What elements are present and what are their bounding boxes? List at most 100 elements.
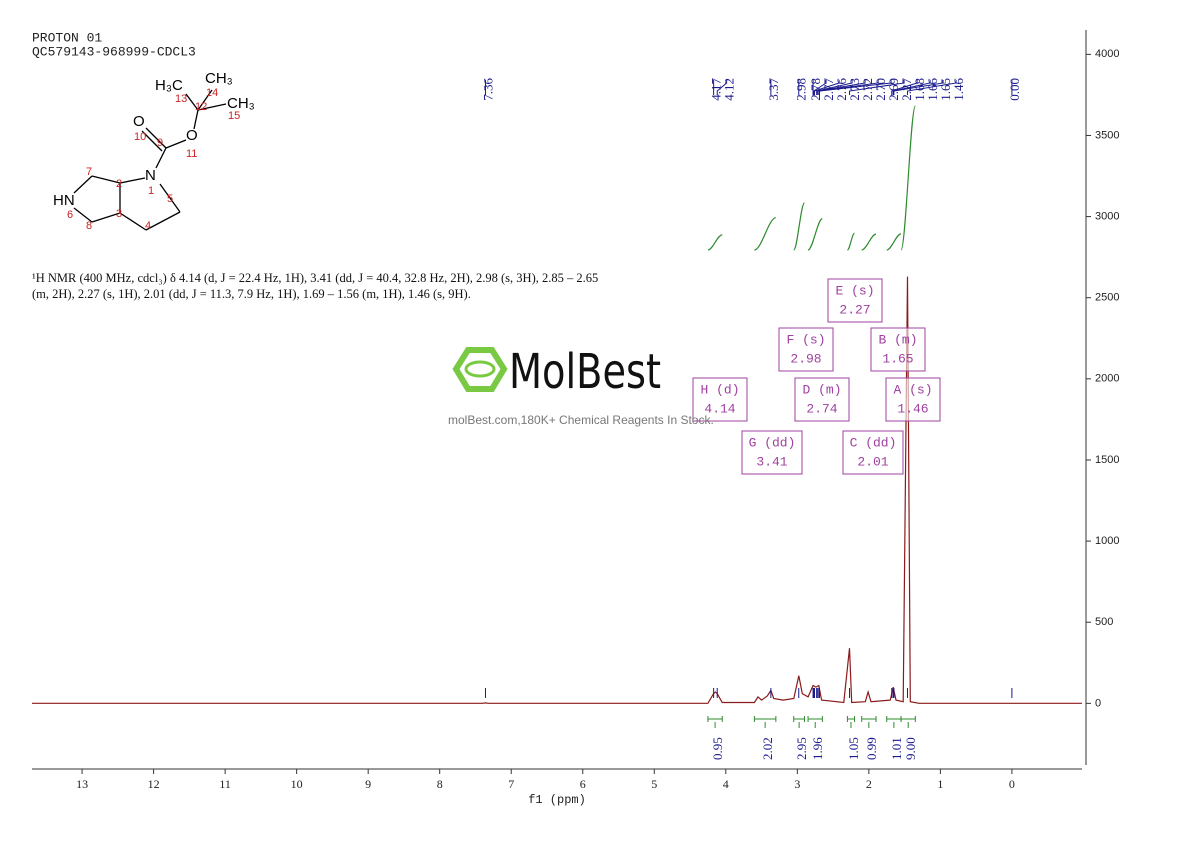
y-tick-label: 1000 bbox=[1095, 535, 1119, 547]
atom-number: 1 bbox=[148, 185, 154, 197]
bond bbox=[141, 130, 163, 152]
integral-bracket bbox=[753, 716, 777, 722]
integral-curve bbox=[707, 234, 723, 251]
bond bbox=[155, 147, 167, 169]
watermark-logo: MolBest bbox=[452, 344, 661, 400]
integral-bracket bbox=[886, 716, 902, 722]
atom-number: 11 bbox=[186, 148, 197, 160]
bond bbox=[145, 211, 181, 231]
peak-label: 7.36 bbox=[480, 78, 495, 101]
multiplet-shift: 1.46 bbox=[897, 401, 928, 416]
integral-label: 2.95 bbox=[794, 737, 809, 760]
peak-connector bbox=[716, 80, 728, 95]
multiplet-shift: 4.14 bbox=[704, 401, 735, 416]
atom-number: 6 bbox=[67, 209, 73, 221]
atom: CH₃ bbox=[227, 95, 255, 112]
x-tick-label: 7 bbox=[508, 777, 514, 791]
peak-label: 2.98 bbox=[794, 78, 809, 101]
atom-number: 10 bbox=[134, 131, 146, 143]
peak-connector bbox=[819, 80, 892, 95]
atom-number: 2 bbox=[116, 178, 122, 190]
peak-connector bbox=[893, 80, 944, 95]
x-tick-label: 9 bbox=[365, 777, 371, 791]
bond bbox=[197, 103, 227, 111]
multiplet-label: H (d) bbox=[700, 382, 739, 397]
peak-connector bbox=[816, 80, 866, 95]
atom-numbers: 13 14 12 15 10 9 11 7 2 1 5 6 3 8 4 bbox=[67, 87, 240, 232]
atom-number: 8 bbox=[86, 220, 92, 232]
atom: H₃C bbox=[155, 77, 183, 94]
atom: N bbox=[145, 167, 156, 184]
integral-label: 9.00 bbox=[903, 737, 918, 760]
x-tick-label: 11 bbox=[219, 777, 231, 791]
nmr-description: ¹H NMR (400 MHz, cdcl₃) δ 4.14 (d, J = 2… bbox=[32, 271, 599, 301]
spectrum-title: PROTON 01 bbox=[32, 30, 102, 45]
multiplet-shift: 2.98 bbox=[790, 351, 821, 366]
multiplet-shift: 2.27 bbox=[839, 302, 870, 317]
integral-label: 1.01 bbox=[889, 737, 904, 760]
multiplet-box bbox=[794, 377, 850, 422]
watermark-brand: MolBest bbox=[509, 344, 661, 400]
bond bbox=[91, 175, 121, 184]
x-tick-label: 2 bbox=[866, 777, 872, 791]
atom-number: 9 bbox=[157, 137, 163, 149]
sample-name: QC579143-968999-CDCL3 bbox=[32, 44, 196, 59]
peak-connector bbox=[906, 80, 957, 95]
integral-bracket bbox=[793, 716, 805, 722]
bond bbox=[73, 175, 93, 194]
atom-number: 4 bbox=[145, 220, 151, 232]
integral-curve bbox=[900, 105, 916, 251]
x-tick-label: 4 bbox=[723, 777, 729, 791]
multiplet-box bbox=[827, 278, 883, 323]
peak-label: 1.46 bbox=[951, 78, 966, 101]
y-tick-label: 3000 bbox=[1095, 210, 1119, 222]
x-tick-label: 3 bbox=[794, 777, 800, 791]
atom: O bbox=[133, 113, 145, 130]
atom-number: 13 bbox=[175, 93, 187, 105]
bond bbox=[119, 212, 147, 231]
atom-number: 14 bbox=[206, 87, 218, 99]
bond bbox=[193, 109, 199, 130]
atom-number: 7 bbox=[86, 166, 92, 178]
atom-number: 5 bbox=[167, 193, 173, 205]
peak-connector bbox=[818, 80, 879, 95]
bond bbox=[73, 207, 93, 223]
atom: CH₃ bbox=[205, 70, 233, 87]
atom-number: 12 bbox=[195, 101, 207, 113]
multiplet-label: E (s) bbox=[835, 283, 874, 298]
integral-curve bbox=[886, 233, 902, 251]
peak-label: 4.12 bbox=[722, 78, 737, 101]
integral-label: 0.95 bbox=[710, 737, 725, 760]
y-tick-label: 4000 bbox=[1095, 48, 1119, 60]
integral-bracket bbox=[900, 716, 916, 722]
multiplet-shift: 1.65 bbox=[882, 351, 913, 366]
peak-connector bbox=[849, 80, 905, 95]
x-tick-label: 5 bbox=[651, 777, 657, 791]
x-tick-label: 10 bbox=[291, 777, 303, 791]
multiplet-box bbox=[778, 327, 834, 372]
atom: HN bbox=[53, 192, 75, 209]
atom-labels: H₃C CH₃ CH₃ O O N HN bbox=[53, 70, 255, 209]
multiplet-label: A (s) bbox=[893, 382, 932, 397]
multiplet-label: G (dd) bbox=[749, 435, 796, 450]
logo-ring bbox=[464, 360, 496, 378]
y-tick-label: 500 bbox=[1095, 616, 1113, 628]
peak-connector bbox=[892, 80, 931, 95]
integral-label: 0.99 bbox=[864, 737, 879, 760]
peak-label: 0.00 bbox=[1007, 78, 1022, 101]
x-tick-label: 0 bbox=[1009, 777, 1015, 791]
multiplet-label: B (m) bbox=[878, 332, 917, 347]
multiplet-shift: 2.74 bbox=[806, 401, 837, 416]
multiplet-box bbox=[692, 377, 748, 422]
peak-label: 3.37 bbox=[766, 78, 781, 101]
atom-number: 15 bbox=[228, 110, 240, 122]
peak-label: 4.17 bbox=[709, 78, 724, 101]
y-tick-label: 2000 bbox=[1095, 373, 1119, 385]
multiplet-shift: 3.41 bbox=[756, 454, 787, 469]
x-tick-label: 8 bbox=[437, 777, 443, 791]
bond bbox=[119, 177, 146, 184]
watermark-tagline: molBest.com,180K+ Chemical Reagents In S… bbox=[448, 413, 714, 427]
bond bbox=[197, 89, 213, 111]
